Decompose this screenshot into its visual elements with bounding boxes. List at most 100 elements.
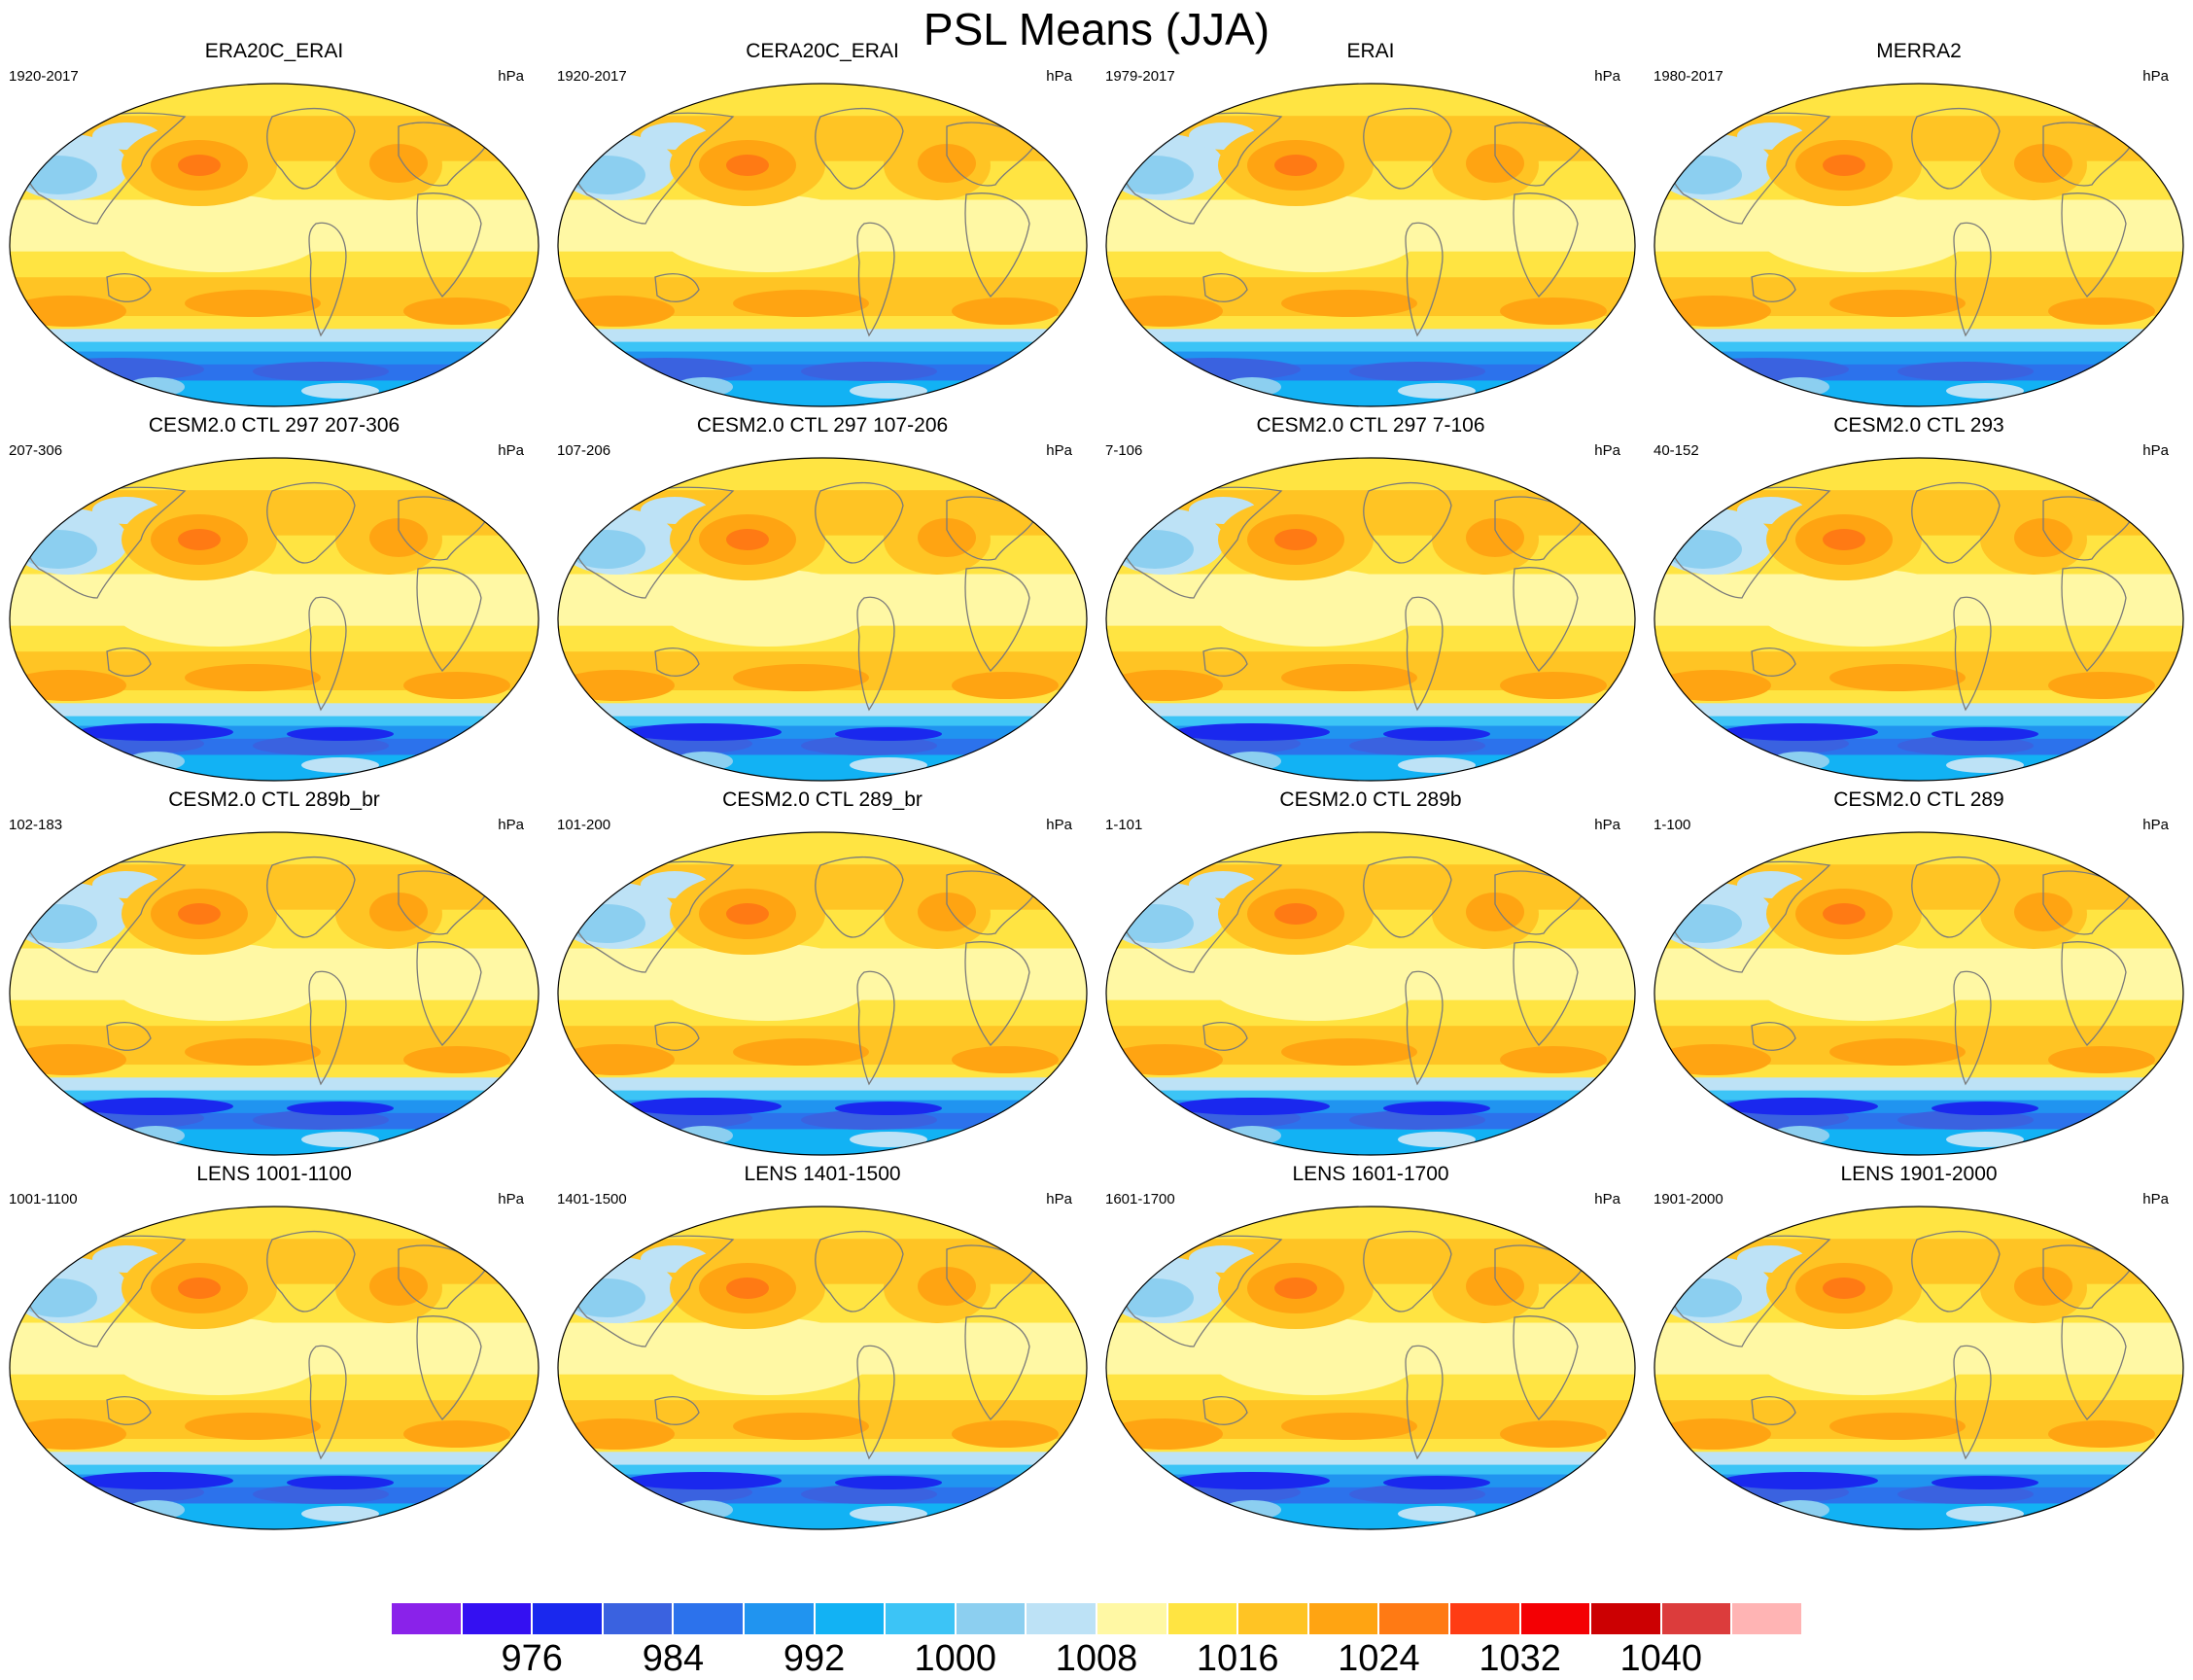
panel-period: 101-200: [557, 817, 611, 833]
pressure-band: [1106, 832, 1635, 866]
southern-ocean-low: [253, 1110, 389, 1130]
tropical-pacific: [112, 1317, 326, 1395]
southern-ocean-low: [1897, 1485, 2034, 1504]
asian-low-core: [1116, 1278, 1194, 1317]
south-indian-high: [1106, 1044, 1223, 1075]
map-projection: [9, 1206, 540, 1530]
southern-ocean-deep-low: [1383, 1476, 1490, 1489]
antarctic-high: [675, 377, 733, 397]
coastline: [1405, 596, 1444, 712]
asian-low-core: [1116, 530, 1194, 569]
pressure-band: [558, 1474, 1087, 1488]
pressure-band: [1106, 341, 1635, 353]
colorbar-swatch: [744, 1602, 815, 1635]
south-atlantic-high: [2048, 298, 2155, 325]
colorbar-tick-label: 1008: [1055, 1638, 1138, 1679]
pressure-band: [10, 277, 539, 298]
tropical-pacific: [660, 569, 874, 647]
pressure-band: [10, 458, 539, 492]
panel-units: hPa: [498, 817, 524, 833]
colorbar-swatch: [461, 1602, 533, 1635]
pressure-band: [1654, 1026, 2183, 1047]
map-panel: CESM2.0 CTL 293 40-152 hPa: [1645, 413, 2193, 787]
antarctic-high: [1223, 1500, 1281, 1520]
panel-period: 102-183: [9, 817, 63, 833]
coastline: [398, 496, 487, 561]
map-panel: ERA20C_ERAI 1920-2017 hPa: [0, 39, 548, 412]
south-indian-high: [558, 1044, 675, 1075]
south-indian-high: [1106, 296, 1223, 327]
pressure-band: [1654, 341, 2183, 353]
colorbar-boxes: [391, 1602, 1802, 1635]
azores-high-core: [1466, 518, 1524, 557]
panel-period: 1001-1100: [9, 1191, 78, 1208]
southern-ocean-deep-low: [835, 1102, 942, 1115]
coastline: [106, 648, 152, 677]
north-pacific-high-center: [178, 155, 221, 176]
panel-period: 40-152: [1653, 442, 1699, 459]
southern-ocean-low: [1897, 736, 2034, 755]
south-pacific-high: [185, 290, 321, 317]
asian-low-core: [1116, 156, 1194, 194]
pressure-band: [10, 703, 539, 718]
pressure-band: [10, 1207, 539, 1241]
southern-ocean-low: [801, 1485, 937, 1504]
pressure-band: [10, 651, 539, 673]
pressure-band: [558, 725, 1087, 740]
panel-units: hPa: [2142, 1191, 2169, 1208]
pressure-band: [1106, 351, 1635, 366]
azores-high-core: [369, 1267, 428, 1306]
panel-units: hPa: [498, 68, 524, 85]
map-projection: [1653, 831, 2184, 1156]
panel-period: 1601-1700: [1105, 1191, 1175, 1208]
panel-units: hPa: [1046, 817, 1072, 833]
tropical-pacific: [1757, 194, 1970, 272]
south-pacific-high: [1281, 1038, 1417, 1066]
coastline: [964, 1315, 1030, 1420]
coastline: [308, 1345, 347, 1460]
antarctic-high: [675, 752, 733, 771]
southern-ocean-low: [29, 358, 204, 381]
north-pacific-high-center: [178, 1278, 221, 1299]
southern-ocean-deep-low: [287, 1102, 394, 1115]
north-pacific-high-center: [1823, 155, 1865, 176]
pressure-band: [10, 351, 539, 366]
southern-ocean-deep-low: [287, 727, 394, 741]
coastline: [1911, 856, 2001, 938]
coastline: [1911, 1230, 2001, 1312]
map-projection: [9, 457, 540, 782]
coastline: [1494, 122, 1584, 187]
southern-ocean-deep-low: [1723, 1098, 1878, 1115]
map-projection: [1653, 1206, 2184, 1530]
southern-ocean-deep-low: [78, 1098, 233, 1115]
coastline: [856, 1345, 895, 1460]
southern-ocean-low: [577, 358, 752, 381]
south-pacific-high: [185, 664, 321, 691]
coastline: [964, 941, 1030, 1046]
antarctic-high: [850, 1132, 927, 1147]
panel-title: CERA20C_ERAI: [746, 40, 899, 62]
south-atlantic-high: [952, 672, 1059, 699]
coastline: [856, 222, 895, 337]
pressure-band: [1654, 1100, 2183, 1114]
pressure-band: [558, 1207, 1087, 1241]
panel-title: ERAI: [1346, 40, 1395, 62]
pressure-band: [1654, 651, 2183, 673]
south-atlantic-high: [403, 1420, 510, 1448]
southern-ocean-low: [1349, 362, 1485, 381]
colorbar: 976 984 992 1000 1008 1016 1024 1032 1040: [391, 1602, 1802, 1678]
colorbar-swatch: [1519, 1602, 1591, 1635]
azores-high-core: [2014, 892, 2072, 931]
panel-units: hPa: [1046, 442, 1072, 459]
coastline: [946, 1244, 1035, 1310]
pressure-band: [1106, 1464, 1635, 1476]
southern-ocean-low: [1897, 1110, 2034, 1130]
panel-title: ERA20C_ERAI: [204, 40, 344, 62]
tropical-pacific: [112, 194, 326, 272]
south-indian-high: [10, 296, 126, 327]
pressure-band: [1654, 1439, 2183, 1453]
pressure-band: [1106, 754, 1635, 781]
pressure-band: [10, 1474, 539, 1488]
pressure-band: [558, 316, 1087, 331]
panel-title: LENS 1001-1100: [196, 1163, 352, 1185]
